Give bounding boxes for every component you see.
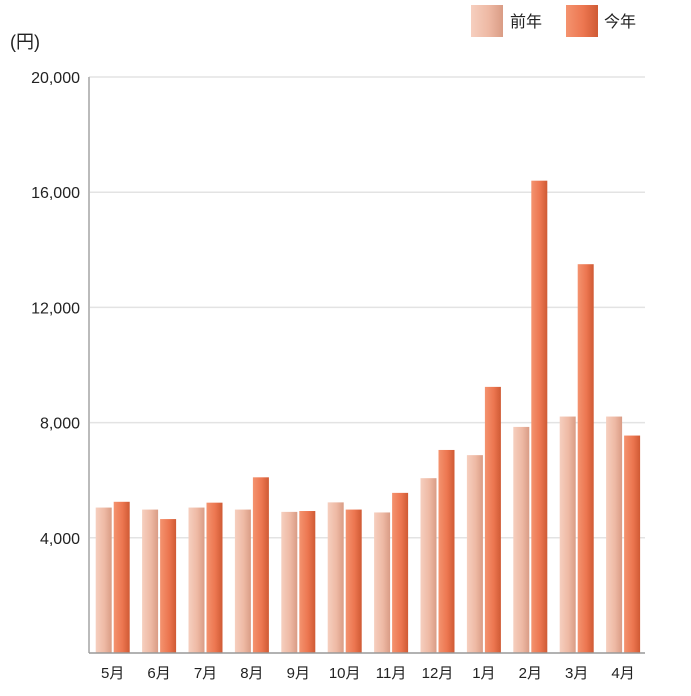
- bar-prev-year: [420, 478, 437, 653]
- y-tick-labels: 4,000 8,000 12,000 16,000 20,000: [31, 70, 80, 548]
- bar-this-year: [206, 502, 223, 653]
- bar-this-year: [484, 386, 501, 653]
- x-tick-label: 10月: [329, 665, 361, 682]
- bar-this-year: [252, 477, 269, 653]
- x-tick-label: 11月: [376, 665, 407, 682]
- y-unit-label: (円): [10, 32, 40, 52]
- bar-this-year: [160, 519, 177, 653]
- bar-prev-year: [95, 507, 112, 653]
- x-tick-label: 1月: [472, 665, 495, 682]
- x-tick-label: 8月: [240, 665, 263, 682]
- bar-this-year: [624, 435, 641, 653]
- bar-this-year: [113, 501, 130, 653]
- bar-prev-year: [188, 507, 205, 653]
- bar-this-year: [299, 511, 316, 653]
- y-tick-label: 8,000: [40, 416, 80, 433]
- bar-prev-year: [281, 511, 298, 653]
- bar-prev-year: [513, 426, 530, 653]
- legend-label-prev: 前年: [510, 13, 542, 31]
- x-tick-label: 2月: [519, 665, 542, 682]
- x-tick-labels: 5月 6月 7月 8月 9月 10月 11月 12月 1月 2月 3月 4月: [101, 665, 635, 682]
- x-tick-label: 7月: [194, 665, 217, 682]
- y-tick-label: 20,000: [31, 70, 80, 87]
- bar-prev-year: [374, 512, 391, 653]
- bar-prev-year: [606, 416, 623, 653]
- bar-this-year: [577, 264, 594, 653]
- bar-this-year: [392, 492, 409, 653]
- y-tick-label: 4,000: [40, 531, 80, 548]
- x-tick-label: 5月: [101, 665, 124, 682]
- grid-lines: [89, 76, 645, 539]
- legend-swatch-curr: [566, 5, 598, 37]
- legend-swatch-prev: [471, 5, 503, 37]
- x-tick-label: 9月: [287, 665, 310, 682]
- bar-this-year: [438, 449, 455, 653]
- bars: [95, 180, 641, 653]
- bar-prev-year: [559, 416, 576, 653]
- y-tick-label: 16,000: [31, 185, 80, 202]
- x-tick-label: 3月: [565, 665, 588, 682]
- bar-prev-year: [466, 455, 483, 653]
- bar-prev-year: [234, 509, 251, 653]
- legend-label-curr: 今年: [604, 13, 636, 31]
- x-tick-label: 6月: [147, 665, 170, 682]
- y-tick-label: 12,000: [31, 300, 80, 317]
- legend: 前年 今年: [471, 5, 636, 37]
- bar-this-year: [345, 509, 362, 653]
- bar-prev-year: [142, 509, 159, 653]
- bar-this-year: [531, 180, 548, 653]
- x-tick-label: 12月: [422, 665, 454, 682]
- bar-prev-year: [327, 502, 344, 653]
- x-tick-label: 4月: [611, 665, 634, 682]
